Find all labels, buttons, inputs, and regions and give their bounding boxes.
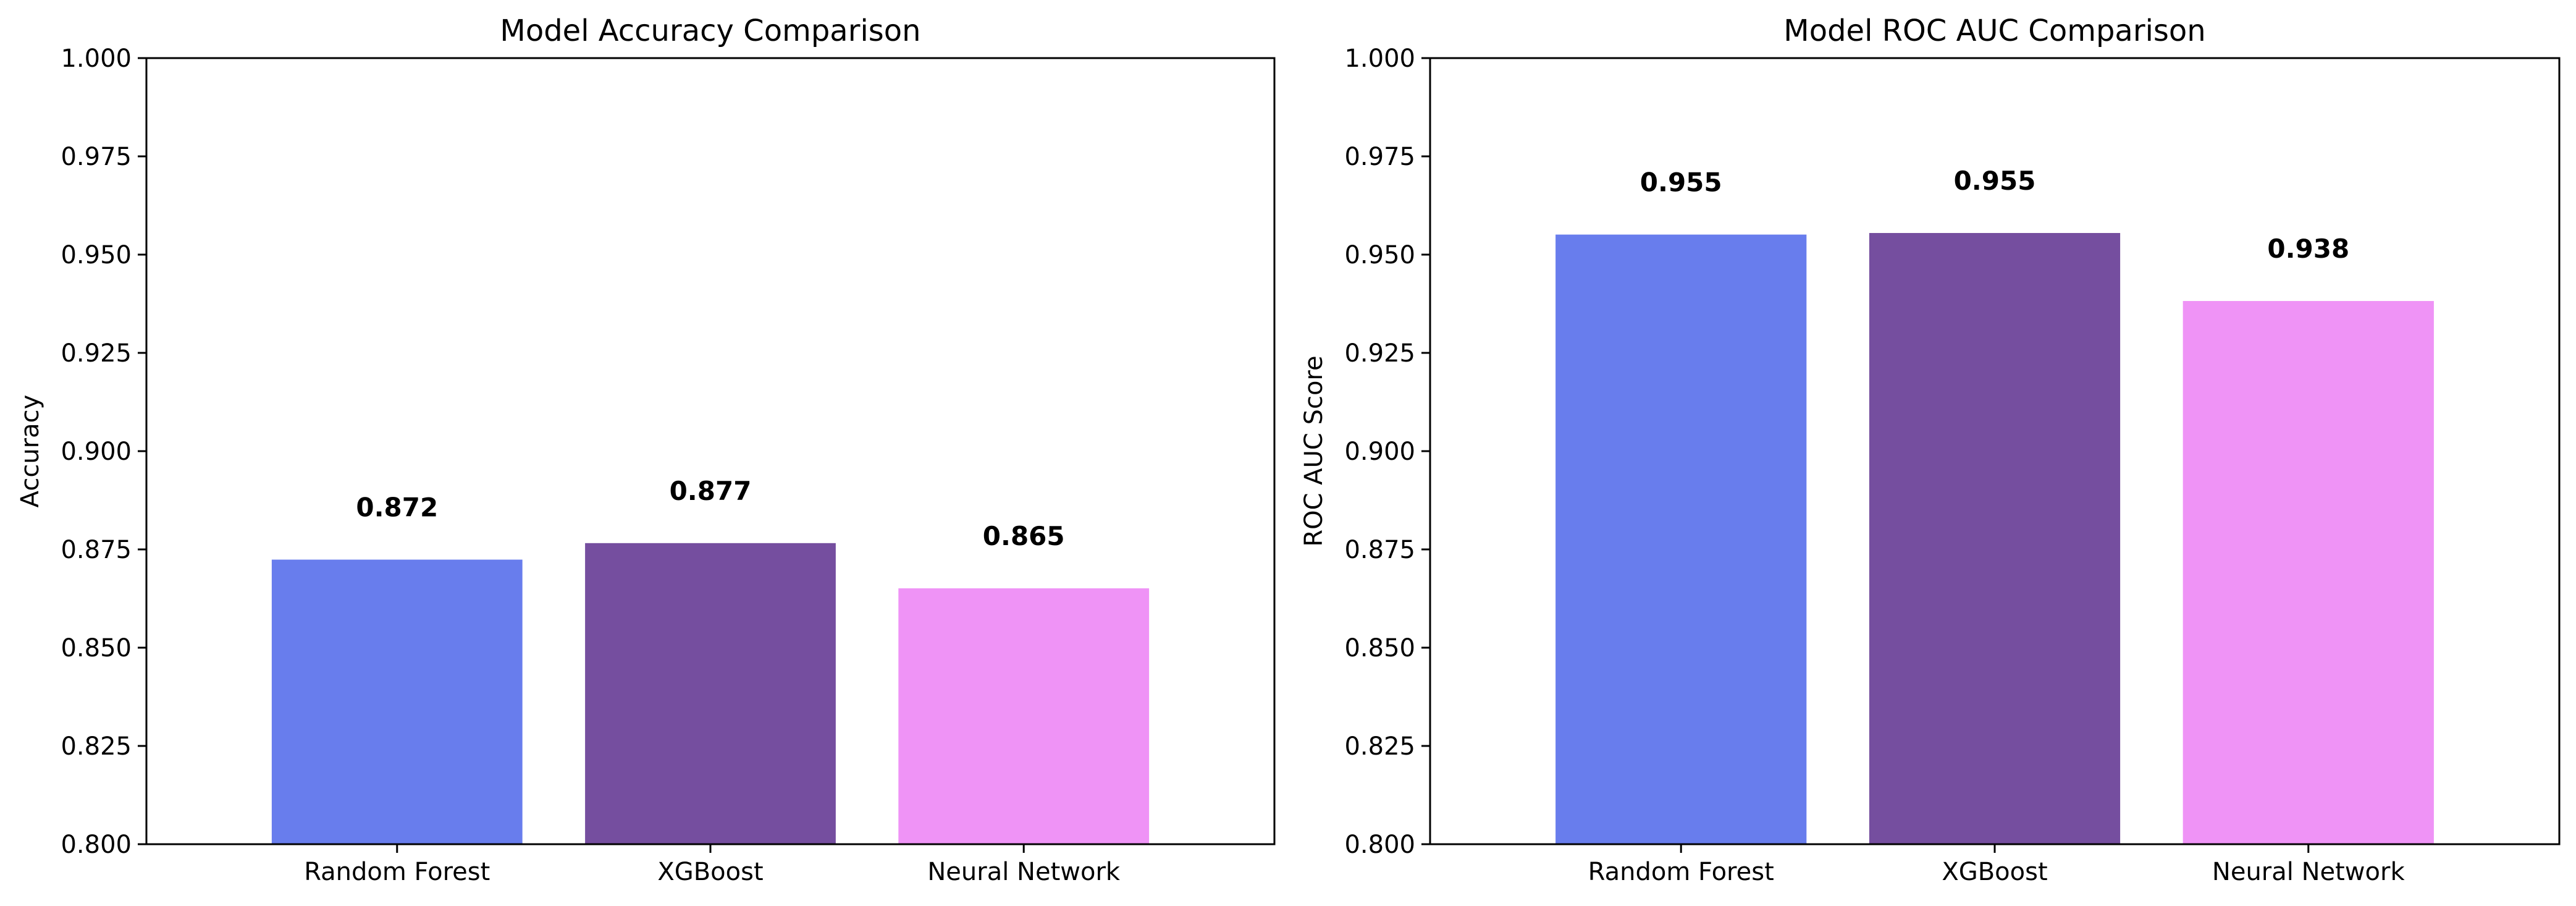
y-tick-label: 0.950 — [1344, 241, 1415, 269]
accuracy-chart: Model Accuracy Comparison Accuracy 0.872… — [16, 14, 1276, 886]
x-tick-label: Random Forest — [1588, 858, 1774, 886]
bar-group — [1555, 233, 2434, 845]
y-tick-label: 0.850 — [1344, 634, 1415, 663]
bar-group — [271, 543, 1150, 844]
data-label: 0.955 — [1640, 167, 1722, 198]
y-tick-label: 0.850 — [61, 634, 132, 663]
bar — [271, 559, 523, 844]
data-label: 0.872 — [356, 493, 438, 523]
y-tick-label: 0.800 — [61, 831, 132, 859]
y-tick-label: 0.975 — [1344, 143, 1415, 171]
bar — [1555, 234, 1807, 845]
y-tick-label: 0.925 — [61, 339, 132, 368]
chart-title: Model Accuracy Comparison — [500, 14, 920, 48]
bar — [2182, 301, 2434, 845]
x-tick-group: Random Forest XGBoost Neural Network — [304, 844, 1121, 886]
y-tick-label: 0.925 — [1344, 339, 1415, 368]
x-tick-label: XGBoost — [657, 858, 763, 886]
data-label: 0.955 — [1954, 166, 2036, 196]
y-tick-label: 0.800 — [1344, 831, 1415, 859]
data-label: 0.865 — [983, 521, 1065, 551]
plot-frame — [1429, 57, 2561, 845]
x-tick-label: Random Forest — [304, 858, 490, 886]
y-tick-label: 0.875 — [61, 536, 132, 564]
y-tick-label: 1.000 — [1344, 44, 1415, 73]
y-tick-label: 0.950 — [61, 241, 132, 269]
y-axis-label: ROC AUC Score — [1300, 355, 1328, 546]
y-axis-label: Accuracy — [16, 395, 44, 508]
x-tick-label: Neural Network — [2212, 858, 2406, 886]
y-tick-label: 0.900 — [61, 438, 132, 466]
y-tick-label: 0.975 — [61, 143, 132, 171]
y-tick-label: 0.875 — [1344, 536, 1415, 564]
bar — [1869, 233, 2121, 844]
roc-auc-chart: Model ROC AUC Comparison ROC AUC Score 0… — [1300, 14, 2561, 886]
y-tick-label: 0.900 — [1344, 438, 1415, 466]
data-label: 0.938 — [2267, 234, 2349, 264]
y-tick-label: 1.000 — [61, 44, 132, 73]
y-tick-label: 0.825 — [1344, 732, 1415, 761]
plot-frame — [145, 57, 1276, 845]
data-label-group: 0.872 0.877 0.865 — [356, 476, 1064, 551]
x-tick-label: XGBoost — [1942, 858, 2047, 886]
data-label-group: 0.955 0.955 0.938 — [1640, 166, 2349, 264]
bar — [585, 543, 836, 844]
bar — [898, 588, 1150, 844]
y-tick-label: 0.825 — [61, 732, 132, 761]
x-tick-group: Random Forest XGBoost Neural Network — [1588, 844, 2406, 886]
data-label: 0.877 — [670, 476, 752, 506]
x-tick-label: Neural Network — [927, 858, 1121, 886]
chart-title: Model ROC AUC Comparison — [1783, 14, 2205, 48]
y-tick-group: 0.800 0.825 0.850 0.875 0.900 0.925 0.950 0.975… — [61, 44, 146, 859]
y-tick-group: 0.800 0.825 0.850 0.875 0.900 0.925 0.950 0.975… — [1344, 44, 1430, 859]
